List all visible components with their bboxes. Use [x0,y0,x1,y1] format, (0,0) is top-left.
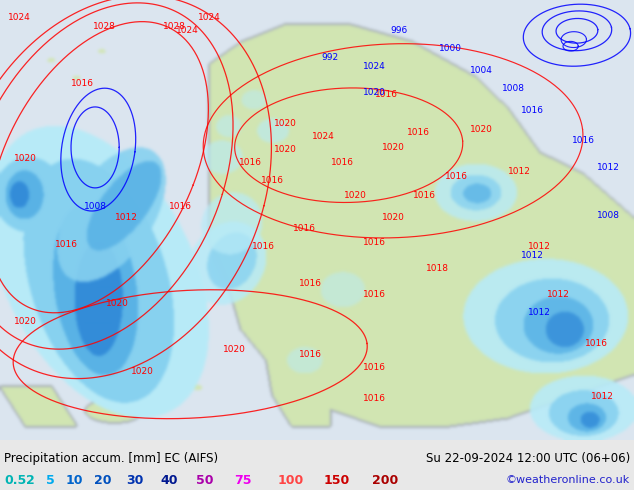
Text: 1020: 1020 [274,145,297,154]
Text: 1016: 1016 [363,238,385,246]
Text: 1016: 1016 [445,172,468,180]
Text: 1020: 1020 [131,368,154,376]
Text: 1016: 1016 [521,105,544,115]
Text: 1016: 1016 [71,79,94,88]
Text: 1012: 1012 [591,392,614,400]
Text: 992: 992 [321,53,339,62]
Text: 1012: 1012 [508,167,531,176]
Text: 1000: 1000 [439,44,462,53]
Text: 1016: 1016 [239,158,262,167]
Text: 1012: 1012 [115,213,138,222]
Text: Su 22-09-2024 12:00 UTC (06+06): Su 22-09-2024 12:00 UTC (06+06) [426,452,630,465]
Text: 2: 2 [26,473,35,487]
Text: 1024: 1024 [312,132,335,141]
Text: 1012: 1012 [521,251,544,260]
Text: 1012: 1012 [547,290,569,299]
Text: 1016: 1016 [413,191,436,200]
Text: 50: 50 [196,473,214,487]
Text: 1008: 1008 [84,202,107,211]
Text: 1012: 1012 [527,308,550,317]
Text: 1016: 1016 [55,240,78,249]
Text: 1016: 1016 [169,202,192,211]
Text: 1004: 1004 [470,66,493,75]
Text: 1016: 1016 [293,224,316,233]
Text: 1018: 1018 [426,264,449,273]
Text: 996: 996 [391,26,408,35]
Text: 10: 10 [66,473,84,487]
Text: 1020: 1020 [274,119,297,128]
Text: 1024: 1024 [198,13,221,22]
Text: 100: 100 [278,473,304,487]
Text: 1016: 1016 [363,394,385,403]
Text: 1016: 1016 [407,127,430,137]
Text: 1024: 1024 [363,62,385,71]
Text: 1020: 1020 [106,299,129,308]
Text: 75: 75 [234,473,252,487]
Text: 1020: 1020 [14,317,37,326]
Text: 1020: 1020 [382,143,404,152]
Text: 1020: 1020 [363,88,385,97]
Text: 1016: 1016 [299,350,322,359]
Text: 1020: 1020 [344,191,366,200]
Text: 1020: 1020 [470,125,493,134]
Text: 1016: 1016 [585,339,607,348]
Text: 0.5: 0.5 [4,473,26,487]
Text: 30: 30 [126,473,143,487]
Text: 1024: 1024 [176,26,198,35]
Text: 1016: 1016 [252,242,275,251]
Text: 1020: 1020 [14,154,37,163]
Text: 1016: 1016 [363,290,385,299]
Text: Precipitation accum. [mm] EC (AIFS): Precipitation accum. [mm] EC (AIFS) [4,452,218,465]
Text: 1016: 1016 [331,158,354,167]
Text: 1016: 1016 [261,176,284,185]
Text: 1008: 1008 [502,83,525,93]
Text: 1012: 1012 [597,163,620,172]
Text: 40: 40 [160,473,178,487]
Text: 20: 20 [94,473,112,487]
Text: 1028: 1028 [93,22,116,31]
Text: 1028: 1028 [163,22,186,31]
Text: 1016: 1016 [572,136,595,146]
Text: 1020: 1020 [382,213,404,222]
Text: 5: 5 [46,473,55,487]
Text: 1016: 1016 [363,363,385,372]
Text: 1016: 1016 [375,90,398,99]
Text: 1016: 1016 [299,279,322,288]
Text: 1024: 1024 [8,13,30,22]
Text: 1012: 1012 [527,242,550,251]
Text: 1008: 1008 [597,211,620,220]
Text: 200: 200 [372,473,398,487]
Text: ©weatheronline.co.uk: ©weatheronline.co.uk [506,475,630,485]
Text: 150: 150 [324,473,350,487]
Text: 1020: 1020 [223,345,246,354]
